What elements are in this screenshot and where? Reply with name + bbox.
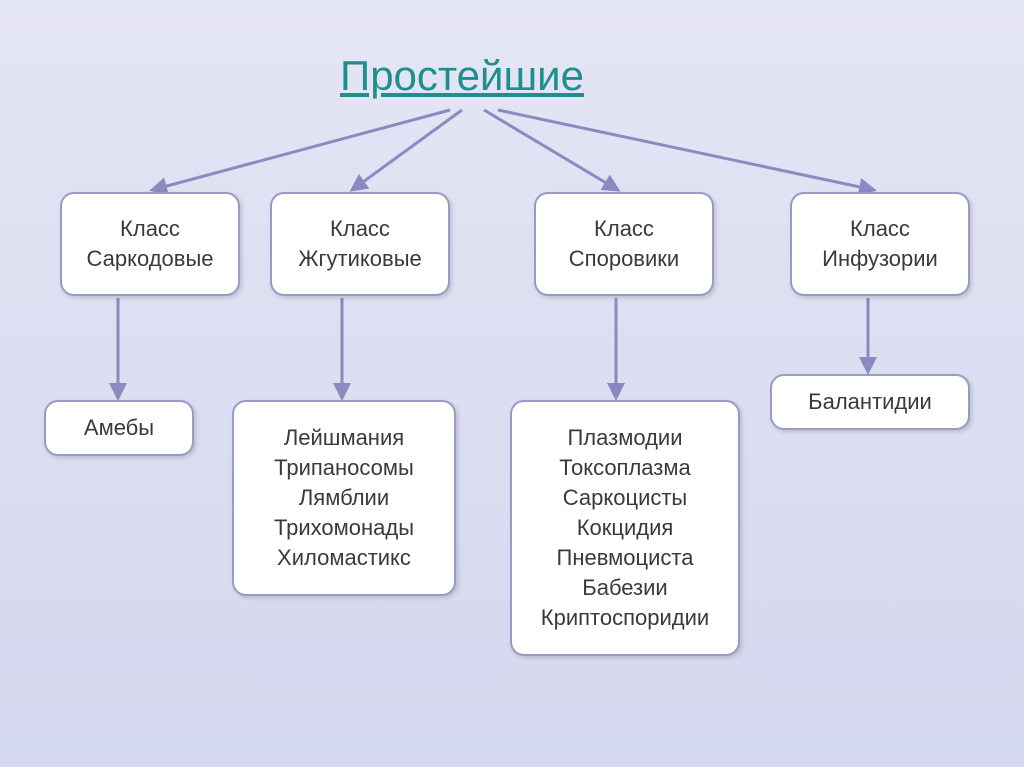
box-line: Класс: [594, 214, 654, 244]
box-class3: КлассСпоровики: [534, 192, 714, 296]
box-line: Саркоцисты: [563, 483, 688, 513]
box-line: Саркодовые: [86, 244, 213, 274]
box-class4: КлассИнфузории: [790, 192, 970, 296]
box-ex3: ПлазмодииТоксоплазмаСаркоцистыКокцидияПн…: [510, 400, 740, 656]
box-line: Плазмодии: [567, 423, 682, 453]
box-line: Хиломастикс: [277, 543, 411, 573]
box-line: Трипаносомы: [274, 453, 414, 483]
box-line: Лямблии: [299, 483, 389, 513]
box-class1: КлассСаркодовые: [60, 192, 240, 296]
diagram-title: Простейшие: [340, 52, 584, 100]
box-line: Пневмоциста: [557, 543, 694, 573]
box-line: Инфузории: [822, 244, 938, 274]
box-line: Токсоплазма: [559, 453, 691, 483]
box-line: Класс: [120, 214, 180, 244]
box-line: Лейшмания: [284, 423, 404, 453]
box-ex1: Амебы: [44, 400, 194, 456]
box-class2: КлассЖгутиковые: [270, 192, 450, 296]
box-line: Бабезии: [582, 573, 667, 603]
box-line: Кокцидия: [577, 513, 674, 543]
box-line: Балантидии: [808, 387, 932, 417]
box-line: Криптоспоридии: [541, 603, 709, 633]
box-line: Споровики: [569, 244, 679, 274]
box-ex2: ЛейшманияТрипаносомыЛямблииТрихомонадыХи…: [232, 400, 456, 596]
box-line: Класс: [330, 214, 390, 244]
diagram-canvas: Простейшие КлассСаркодовыеКлассЖгутиковы…: [0, 0, 1024, 767]
box-line: Трихомонады: [274, 513, 414, 543]
box-ex4: Балантидии: [770, 374, 970, 430]
box-line: Жгутиковые: [298, 244, 422, 274]
box-line: Амебы: [84, 413, 154, 443]
box-line: Класс: [850, 214, 910, 244]
